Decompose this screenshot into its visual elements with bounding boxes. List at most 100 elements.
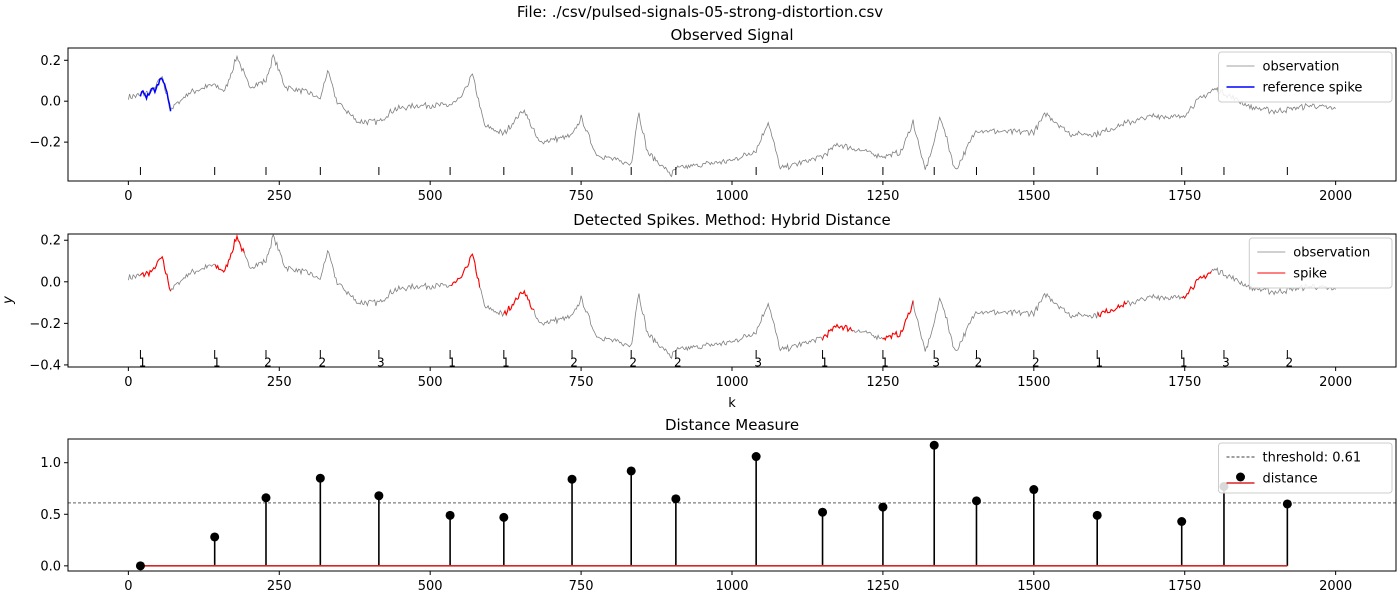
x-tick-label: 500 xyxy=(418,579,443,594)
x-tick-label: 1750 xyxy=(1168,189,1201,204)
distance-marker xyxy=(261,493,271,503)
detected-spike-line xyxy=(450,253,481,288)
x-tick-label: 250 xyxy=(267,189,292,204)
axes-title: Observed Signal xyxy=(670,26,793,44)
y-tick-label: 0.0 xyxy=(40,559,61,574)
legend-entry: reference spike xyxy=(1263,81,1363,96)
x-tick-label: 2000 xyxy=(1319,375,1352,390)
y-tick-label: −0.4 xyxy=(29,358,61,373)
x-tick-label: 750 xyxy=(569,375,594,390)
distance-marker xyxy=(210,532,220,542)
detected-spike-line xyxy=(882,300,914,342)
detected-spike-line xyxy=(1097,300,1128,318)
distance-marker xyxy=(1092,510,1102,520)
x-tick-label: 1750 xyxy=(1168,579,1201,594)
spike-class-label: 1 xyxy=(881,356,889,370)
x-tick-label: 1250 xyxy=(866,189,899,204)
distance-marker xyxy=(671,494,681,504)
distance-marker xyxy=(929,440,939,450)
x-tick-label: 1000 xyxy=(715,375,748,390)
x-tick-label: 250 xyxy=(267,579,292,594)
observed-signal-axes: Observed Signal 0 250 500 750 1000 1250 1500 17… xyxy=(29,26,1397,204)
detected-spike-line xyxy=(139,255,172,292)
spike-class-label: 1 xyxy=(213,356,221,370)
y-tick-label: 0.0 xyxy=(40,275,61,290)
distance-marker xyxy=(971,496,981,506)
distance-marker xyxy=(751,452,761,462)
legend-entry: observation xyxy=(1293,246,1370,261)
detected-spike-line xyxy=(821,323,854,341)
spike-class-label: 1 xyxy=(1095,356,1103,370)
x-tick-label: 0 xyxy=(124,189,132,204)
x-tick-label: 0 xyxy=(124,375,132,390)
y-tick-label: −0.2 xyxy=(29,136,61,151)
x-tick-label: 500 xyxy=(418,189,443,204)
y-tick-label: 1.0 xyxy=(40,456,61,471)
legend-entry: threshold: 0.61 xyxy=(1263,451,1362,466)
spike-class-label: 2 xyxy=(1032,356,1040,370)
y-axis-label: y xyxy=(1,296,16,305)
x-tick-label: 1000 xyxy=(715,579,748,594)
observation-line xyxy=(128,234,1336,360)
spike-class-label: 3 xyxy=(377,356,385,370)
detected-spike-line xyxy=(214,234,245,273)
x-tick-label: 1000 xyxy=(715,189,748,204)
x-tick-label: 250 xyxy=(267,375,292,390)
legend-box xyxy=(1218,51,1393,103)
y-tick-label: 0.0 xyxy=(40,95,61,110)
axes-title: Detected Spikes. Method: Hybrid Distance xyxy=(573,211,890,229)
y-tick-label: 0.2 xyxy=(40,234,61,249)
axes-title: Distance Measure xyxy=(665,416,799,434)
distance-marker xyxy=(445,510,455,520)
detected-spike-line xyxy=(503,289,535,317)
spike-class-label: 1 xyxy=(448,356,456,370)
spike-class-label: 1 xyxy=(1180,356,1188,370)
x-tick-label: 750 xyxy=(569,189,594,204)
legend-box xyxy=(1248,237,1393,289)
legend-entry: distance xyxy=(1263,472,1318,487)
distance-marker xyxy=(1282,499,1292,509)
spike-class-label: 2 xyxy=(264,356,272,370)
legend-marker xyxy=(1236,472,1245,482)
distance-measure-axes: Distance Measure 0 250 500 750 1000 1250 1500 1… xyxy=(40,416,1397,594)
figure-suptitle: File: ./csv/pulsed-signals-05-strong-dis… xyxy=(517,3,883,21)
legend-entry: observation xyxy=(1263,60,1340,75)
spike-class-label: 2 xyxy=(1286,356,1294,370)
spike-class-label: 1 xyxy=(502,356,510,370)
spike-class-label: 2 xyxy=(629,356,637,370)
x-tick-label: 500 xyxy=(418,375,443,390)
axes-frame xyxy=(67,233,1397,368)
distance-marker xyxy=(1177,517,1187,526)
x-tick-label: 1500 xyxy=(1017,579,1050,594)
x-tick-label: 2000 xyxy=(1319,189,1352,204)
distance-marker xyxy=(626,466,636,476)
spike-class-label: 2 xyxy=(318,356,326,370)
reference-spike-line xyxy=(139,77,172,112)
spike-class-label: 3 xyxy=(1222,356,1230,370)
detected-spikes-axes: Detected Spikes. Method: Hybrid Distance… xyxy=(1,211,1397,411)
x-tick-label: 0 xyxy=(124,579,132,594)
spike-class-label: 1 xyxy=(139,356,147,370)
distance-marker xyxy=(567,474,577,484)
distance-marker xyxy=(499,512,509,522)
y-tick-label: 0.5 xyxy=(40,508,61,523)
legend-entry: spike xyxy=(1293,267,1327,282)
spike-class-label: 3 xyxy=(932,356,940,370)
x-tick-label: 1250 xyxy=(866,375,899,390)
y-tick-label: 0.2 xyxy=(40,54,61,69)
y-tick-label: −0.2 xyxy=(29,317,61,332)
x-axis-label: k xyxy=(728,396,736,411)
distance-marker xyxy=(1029,485,1039,495)
x-tick-label: 1250 xyxy=(866,579,899,594)
distance-marker xyxy=(878,502,888,512)
legend-box xyxy=(1218,442,1393,494)
spike-class-label: 3 xyxy=(754,356,762,370)
spike-class-label: 2 xyxy=(570,356,578,370)
distance-marker xyxy=(818,507,828,517)
distance-marker xyxy=(374,491,384,501)
spike-class-label: 2 xyxy=(975,356,983,370)
x-tick-label: 1500 xyxy=(1017,189,1050,204)
distance-marker xyxy=(315,473,325,483)
x-tick-label: 750 xyxy=(569,579,594,594)
